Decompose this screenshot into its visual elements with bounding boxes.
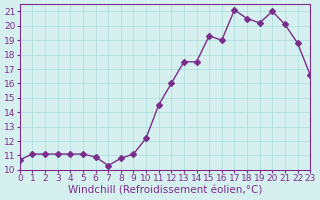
X-axis label: Windchill (Refroidissement éolien,°C): Windchill (Refroidissement éolien,°C) <box>68 186 262 196</box>
